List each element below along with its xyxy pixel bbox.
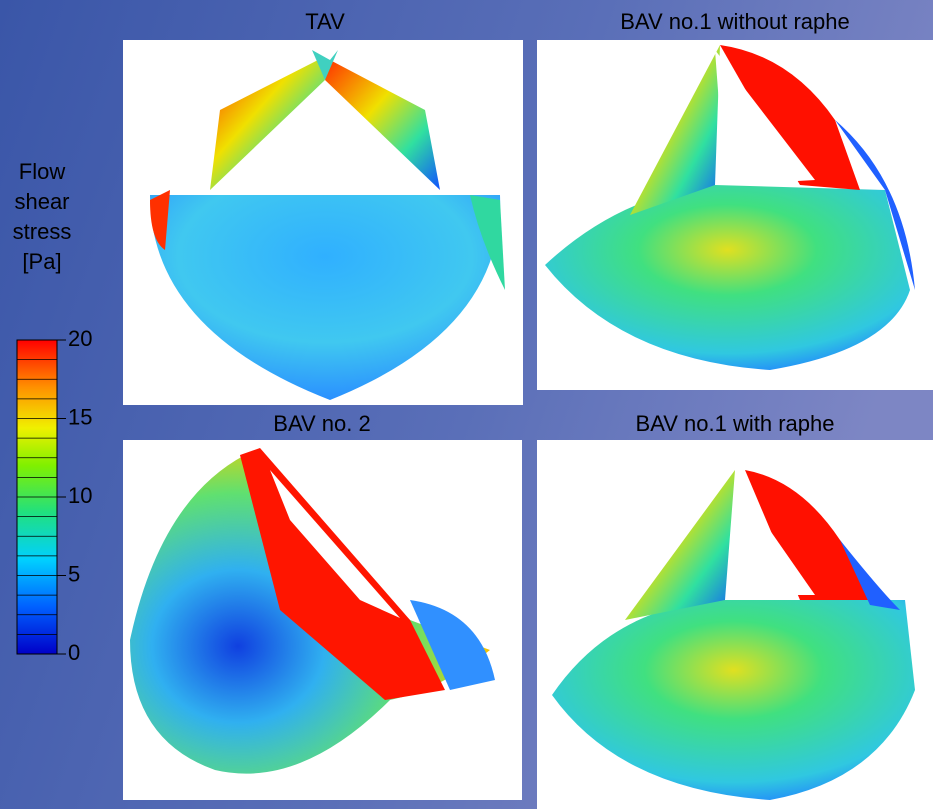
colorbar-label: [Pa] bbox=[22, 249, 61, 274]
bav1-valve bbox=[545, 45, 915, 370]
colorbar-tick-label: 20 bbox=[68, 326, 92, 351]
panel-title: TAV bbox=[305, 9, 345, 34]
bav2-valve bbox=[130, 448, 495, 774]
colorbar-label: shear bbox=[14, 189, 69, 214]
panel-title: BAV no.1 with raphe bbox=[636, 411, 835, 436]
bav1-raphe-valve bbox=[552, 470, 915, 800]
panel-title: BAV no.1 without raphe bbox=[620, 9, 850, 34]
colorbar-tick-label: 5 bbox=[68, 561, 80, 586]
colorbar-tick-label: 15 bbox=[68, 404, 92, 429]
colorbar-label: Flow bbox=[19, 159, 66, 184]
tav-valve bbox=[150, 50, 505, 400]
panel-title: BAV no. 2 bbox=[273, 411, 370, 436]
colorbar-label: stress bbox=[13, 219, 72, 244]
colorbar-tick-label: 0 bbox=[68, 640, 80, 665]
colorbar-tick-label: 10 bbox=[68, 483, 92, 508]
